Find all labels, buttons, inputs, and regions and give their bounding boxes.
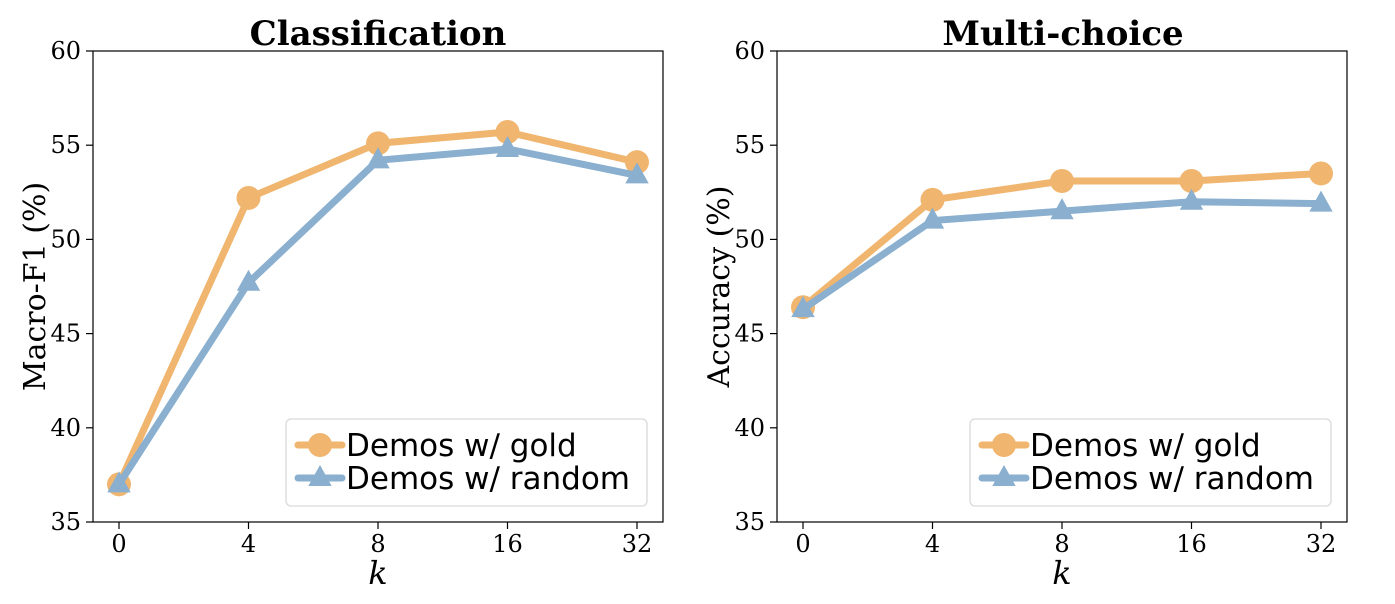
x-tick-label: 32 bbox=[622, 530, 653, 558]
plot-area bbox=[776, 50, 1348, 523]
y-tick-label: 50 bbox=[734, 225, 765, 253]
data-point-triangle bbox=[366, 147, 390, 169]
data-point-circle bbox=[1179, 168, 1204, 193]
legend-box bbox=[285, 418, 648, 507]
x-tick-label: 8 bbox=[1054, 530, 1069, 558]
x-tick-label: 32 bbox=[1306, 530, 1337, 558]
x-tick-label: 4 bbox=[241, 530, 256, 558]
y-tick-label: 40 bbox=[734, 414, 765, 442]
panel-multi-choice: Multi-choice 35 40 45 50 55 60 0 4 8 16 32 k Accuracy… bbox=[702, 14, 1348, 592]
y-axis-label: Accuracy (%) bbox=[702, 185, 737, 388]
y-tick-label: 35 bbox=[734, 508, 765, 536]
data-point-circle bbox=[920, 187, 945, 212]
data-point-triangle bbox=[1050, 198, 1074, 220]
legend-marker-circle bbox=[308, 433, 332, 457]
legend-marker-triangle bbox=[992, 465, 1016, 487]
y-tick-label: 45 bbox=[50, 320, 81, 348]
series-random bbox=[107, 135, 649, 493]
data-point-circle bbox=[1050, 168, 1074, 193]
x-tick-label: 8 bbox=[370, 530, 385, 558]
y-axis-label: Macro-F1 (%) bbox=[18, 182, 53, 391]
data-point-circle bbox=[495, 120, 520, 145]
data-point-triangle bbox=[625, 162, 649, 184]
series-line bbox=[799, 169, 1325, 311]
data-point-triangle bbox=[495, 135, 520, 158]
legend-label: Demos w/ random bbox=[1030, 461, 1314, 497]
data-point-triangle bbox=[107, 471, 131, 493]
legend-marker-circle bbox=[992, 433, 1016, 457]
x-tick-label: 16 bbox=[1176, 530, 1207, 558]
legend-label: Demos w/ gold bbox=[346, 428, 577, 464]
legend-box bbox=[969, 418, 1332, 507]
series-gold bbox=[791, 161, 1333, 320]
y-tick-label: 55 bbox=[50, 131, 81, 159]
chart-title: Multi-choice bbox=[942, 14, 1183, 54]
legend-label: Demos w/ gold bbox=[1030, 428, 1261, 464]
x-axis-label: k bbox=[1052, 554, 1071, 592]
y-tick-label: 40 bbox=[50, 414, 81, 442]
data-point-triangle bbox=[236, 269, 261, 291]
x-axis-label: k bbox=[368, 554, 387, 592]
data-point-circle bbox=[366, 131, 390, 156]
series-random bbox=[791, 188, 1333, 318]
y-tick-label: 60 bbox=[50, 37, 81, 65]
data-point-triangle bbox=[1179, 188, 1204, 210]
data-point-circle bbox=[1309, 161, 1333, 186]
y-tick-label: 35 bbox=[50, 508, 81, 536]
legend-marker-triangle bbox=[308, 465, 332, 487]
x-tick-label: 0 bbox=[795, 530, 810, 558]
data-point-circle bbox=[625, 150, 649, 175]
data-point-triangle bbox=[1309, 190, 1333, 212]
data-point-triangle bbox=[920, 207, 945, 229]
x-tick-label: 4 bbox=[925, 530, 940, 558]
x-tick-label: 16 bbox=[492, 530, 523, 558]
legend-label: Demos w/ random bbox=[346, 461, 630, 497]
x-tick-label: 0 bbox=[111, 530, 126, 558]
y-tick-label: 50 bbox=[50, 225, 81, 253]
y-tick-label: 55 bbox=[734, 131, 765, 159]
chart-title: Classification bbox=[250, 14, 507, 54]
data-point-circle bbox=[236, 185, 261, 210]
y-tick-label: 45 bbox=[734, 320, 765, 348]
y-tick-label: 60 bbox=[734, 37, 765, 65]
plot-area bbox=[92, 50, 664, 523]
data-point-triangle bbox=[791, 296, 815, 318]
panel-classification: Classification 35 40 45 50 55 60 0 4 8 16 32 k Macro-… bbox=[18, 14, 664, 592]
